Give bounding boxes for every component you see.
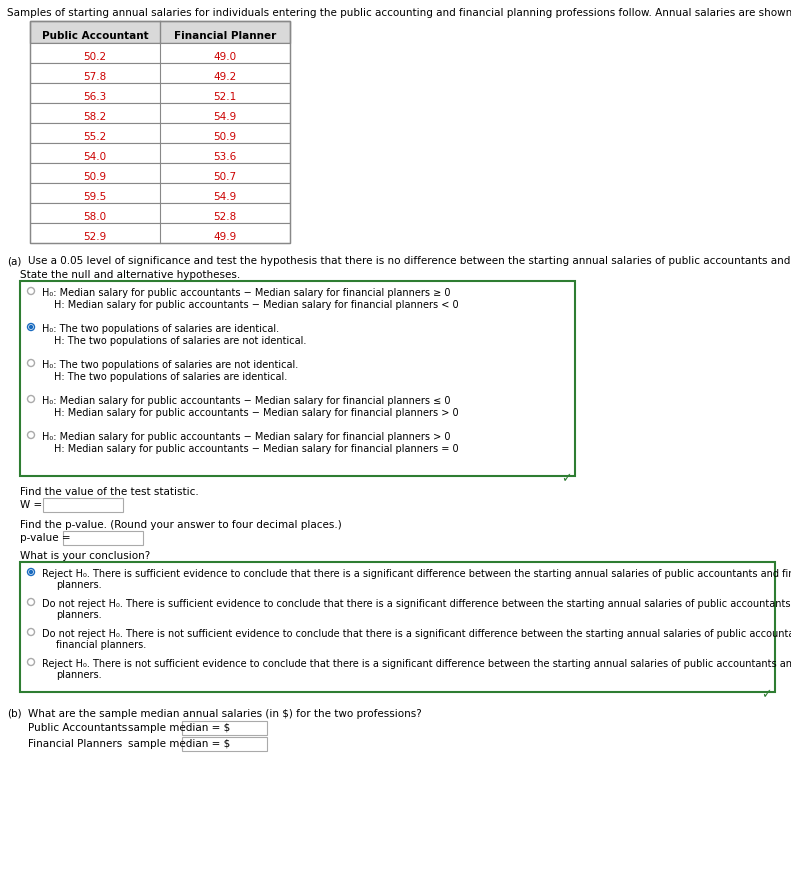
Text: planners.: planners. bbox=[56, 579, 101, 589]
Bar bbox=[30, 144, 290, 164]
Text: (b): (b) bbox=[7, 709, 21, 718]
Text: Use a 0.05 level of significance and test the hypothesis that there is no differ: Use a 0.05 level of significance and tes… bbox=[28, 255, 791, 266]
Text: H⁡: The two populations of salaries are not identical.: H⁡: The two populations of salaries are … bbox=[54, 335, 306, 346]
Text: Reject H₀. There is sufficient evidence to conclude that there is a significant : Reject H₀. There is sufficient evidence … bbox=[42, 568, 791, 579]
Text: planners.: planners. bbox=[56, 609, 101, 619]
Text: 52.8: 52.8 bbox=[214, 212, 237, 222]
Circle shape bbox=[28, 326, 33, 330]
Text: H₀: Median salary for public accountants − Median salary for financial planners : H₀: Median salary for public accountants… bbox=[42, 431, 451, 442]
Bar bbox=[30, 22, 290, 244]
Text: Financial Planner: Financial Planner bbox=[174, 31, 276, 41]
Circle shape bbox=[28, 288, 35, 295]
Text: 54.9: 54.9 bbox=[214, 191, 237, 202]
Circle shape bbox=[28, 570, 33, 574]
Text: 58.2: 58.2 bbox=[83, 112, 107, 122]
Text: 54.0: 54.0 bbox=[83, 152, 107, 162]
Text: 54.9: 54.9 bbox=[214, 112, 237, 122]
Text: H⁡: Median salary for public accountants − Median salary for financial planners : H⁡: Median salary for public accountants… bbox=[54, 299, 459, 310]
Bar bbox=[20, 282, 575, 477]
Bar bbox=[30, 22, 290, 44]
Text: Financial Planners: Financial Planners bbox=[28, 738, 123, 748]
Bar bbox=[30, 204, 290, 224]
Text: Public Accountants: Public Accountants bbox=[28, 723, 127, 732]
Text: H₀: Median salary for public accountants − Median salary for financial planners : H₀: Median salary for public accountants… bbox=[42, 288, 451, 298]
Text: p-value =: p-value = bbox=[20, 532, 70, 543]
Circle shape bbox=[28, 396, 35, 403]
Text: H₀: The two populations of salaries are identical.: H₀: The two populations of salaries are … bbox=[42, 324, 279, 334]
Bar bbox=[30, 164, 290, 184]
Circle shape bbox=[28, 360, 35, 367]
Text: (a): (a) bbox=[7, 255, 21, 266]
Text: 50.9: 50.9 bbox=[214, 132, 237, 142]
Bar bbox=[182, 738, 267, 752]
Text: H⁡: Median salary for public accountants − Median salary for financial planners : H⁡: Median salary for public accountants… bbox=[54, 407, 459, 418]
Bar bbox=[30, 104, 290, 124]
Text: 56.3: 56.3 bbox=[83, 92, 107, 102]
Bar bbox=[63, 531, 143, 545]
Text: 52.1: 52.1 bbox=[214, 92, 237, 102]
Text: H₀: The two populations of salaries are not identical.: H₀: The two populations of salaries are … bbox=[42, 360, 298, 370]
Text: 58.0: 58.0 bbox=[83, 212, 107, 222]
Text: Do not reject H₀. There is sufficient evidence to conclude that there is a signi: Do not reject H₀. There is sufficient ev… bbox=[42, 598, 791, 608]
Text: sample median = $: sample median = $ bbox=[128, 723, 230, 732]
Circle shape bbox=[28, 658, 35, 666]
Text: Find the p-value. (Round your answer to four decimal places.): Find the p-value. (Round your answer to … bbox=[20, 520, 342, 529]
Text: planners.: planners. bbox=[56, 669, 101, 680]
Circle shape bbox=[28, 629, 35, 636]
Text: 49.0: 49.0 bbox=[214, 52, 237, 62]
Text: 50.2: 50.2 bbox=[83, 52, 107, 62]
Bar bbox=[30, 224, 290, 244]
Text: 53.6: 53.6 bbox=[214, 152, 237, 162]
Text: 55.2: 55.2 bbox=[83, 132, 107, 142]
Text: Do not reject H₀. There is not sufficient evidence to conclude that there is a s: Do not reject H₀. There is not sufficien… bbox=[42, 629, 791, 638]
Text: Public Accountant: Public Accountant bbox=[42, 31, 149, 41]
Text: W =: W = bbox=[20, 500, 42, 509]
Text: H₀: Median salary for public accountants − Median salary for financial planners : H₀: Median salary for public accountants… bbox=[42, 396, 451, 406]
Text: Samples of starting annual salaries for individuals entering the public accounti: Samples of starting annual salaries for … bbox=[7, 8, 791, 18]
Circle shape bbox=[28, 569, 35, 576]
Text: State the null and alternative hypotheses.: State the null and alternative hypothese… bbox=[20, 270, 240, 280]
Bar bbox=[30, 124, 290, 144]
Text: financial planners.: financial planners. bbox=[56, 639, 146, 649]
Text: 49.9: 49.9 bbox=[214, 232, 237, 241]
Text: ✓: ✓ bbox=[561, 471, 572, 485]
Bar bbox=[43, 499, 123, 513]
Text: 59.5: 59.5 bbox=[83, 191, 107, 202]
Text: 52.9: 52.9 bbox=[83, 232, 107, 241]
Text: sample median = $: sample median = $ bbox=[128, 738, 230, 748]
Bar bbox=[30, 184, 290, 204]
Bar bbox=[182, 721, 267, 735]
Circle shape bbox=[28, 324, 35, 331]
Bar bbox=[30, 84, 290, 104]
Bar bbox=[30, 64, 290, 84]
Bar bbox=[20, 563, 775, 692]
Text: H⁡: The two populations of salaries are identical.: H⁡: The two populations of salaries are … bbox=[54, 371, 287, 382]
Text: ✓: ✓ bbox=[761, 687, 771, 700]
Text: What are the sample median annual salaries (in $) for the two professions?: What are the sample median annual salari… bbox=[28, 709, 422, 718]
Text: What is your conclusion?: What is your conclusion? bbox=[20, 551, 150, 560]
Bar bbox=[30, 44, 290, 64]
Text: Find the value of the test statistic.: Find the value of the test statistic. bbox=[20, 486, 199, 496]
Text: H⁡: Median salary for public accountants − Median salary for financial planners : H⁡: Median salary for public accountants… bbox=[54, 443, 459, 453]
Text: 57.8: 57.8 bbox=[83, 72, 107, 82]
Text: 50.7: 50.7 bbox=[214, 172, 237, 182]
Circle shape bbox=[28, 599, 35, 606]
Circle shape bbox=[28, 432, 35, 439]
Text: 50.9: 50.9 bbox=[83, 172, 107, 182]
Text: 49.2: 49.2 bbox=[214, 72, 237, 82]
Text: Reject H₀. There is not sufficient evidence to conclude that there is a signific: Reject H₀. There is not sufficient evide… bbox=[42, 658, 791, 668]
